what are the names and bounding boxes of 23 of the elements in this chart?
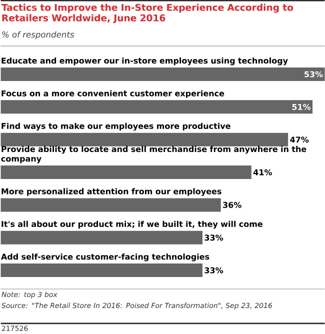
data-label: 33% — [204, 234, 223, 241]
y-tick-label: It's all about our product mix; if we built it, they will come — [1, 220, 262, 229]
y-tick-label: Add self-service customer-facing technologies — [0, 254, 209, 262]
bar — [0, 198, 221, 212]
bar — [0, 132, 288, 146]
y-tick-label: Focus on a more convenient customer experience — [1, 90, 224, 98]
data-label: 53% — [304, 71, 323, 78]
y-tick-label: More personalized attention from our employees — [1, 188, 222, 196]
bar — [0, 264, 202, 278]
bar — [0, 68, 324, 82]
data-label: 33% — [204, 267, 223, 274]
y-tick-label: Educate and empower our in-store employees using technology — [1, 57, 288, 66]
data-label: 36% — [222, 202, 242, 208]
chart-subtitle: % of respondents — [2, 31, 74, 40]
bar — [0, 230, 202, 244]
data-label: 51% — [292, 104, 310, 110]
data-label: 47% — [290, 136, 308, 143]
y-tick-label: Find ways to make our employees more productive — [1, 122, 230, 131]
bar — [0, 166, 252, 180]
data-label: 41% — [253, 169, 272, 176]
y-tick-label: Provide ability to locate and sell merchandise from anywhere in the company — [1, 146, 306, 164]
bar — [0, 100, 312, 114]
chart-title: Tactics to Improve the In-Store Experience According to Retailers Worldwide, June 2016 — [1, 4, 293, 24]
